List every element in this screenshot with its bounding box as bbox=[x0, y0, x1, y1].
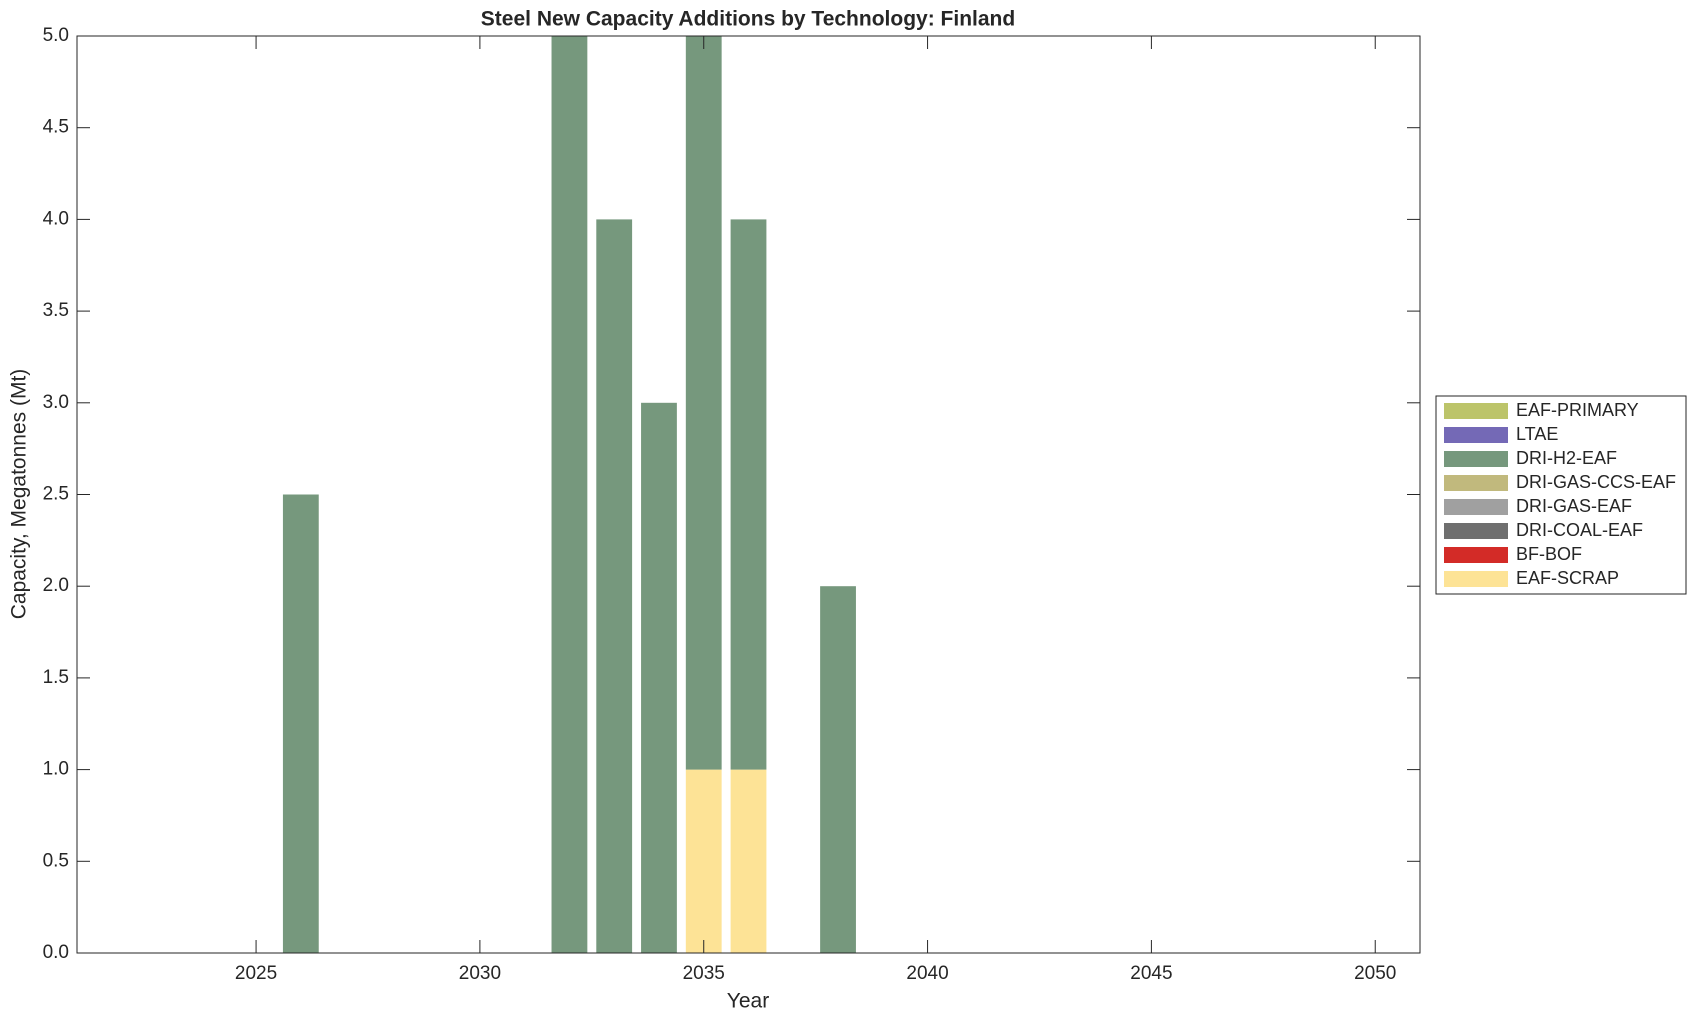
bar-segment bbox=[641, 402, 677, 953]
legend-label: DRI-GAS-EAF bbox=[1516, 496, 1632, 516]
legend-label: DRI-GAS-CCS-EAF bbox=[1516, 472, 1676, 492]
bar-segment bbox=[685, 769, 722, 953]
chart-title: Steel New Capacity Additions by Technolo… bbox=[481, 8, 1015, 31]
legend-label: DRI-COAL-EAF bbox=[1516, 520, 1643, 540]
x-tick-label: 2050 bbox=[1354, 963, 1396, 984]
legend-swatch bbox=[1444, 571, 1508, 587]
y-tick-label: 0.5 bbox=[43, 850, 69, 871]
legend-label: EAF-PRIMARY bbox=[1516, 400, 1639, 420]
bar-segment bbox=[730, 769, 767, 953]
legend-swatch bbox=[1444, 427, 1508, 443]
bar-segment bbox=[685, 36, 722, 770]
x-tick-label: 2040 bbox=[906, 963, 948, 984]
legend-swatch bbox=[1444, 403, 1508, 419]
legend-swatch bbox=[1444, 547, 1508, 563]
legend-swatch bbox=[1444, 475, 1508, 491]
legend-swatch bbox=[1444, 523, 1508, 539]
y-tick-label: 4.5 bbox=[43, 117, 69, 138]
legend-label: LTAE bbox=[1516, 424, 1558, 444]
legend-swatch bbox=[1444, 499, 1508, 515]
x-axis-label: Year bbox=[727, 990, 769, 1013]
y-tick-label: 0.0 bbox=[43, 942, 69, 963]
y-axis-label: Capacity, Megatonnes (Mt) bbox=[8, 369, 31, 620]
y-tick-label: 1.5 bbox=[43, 667, 69, 688]
y-tick-label: 1.0 bbox=[43, 759, 69, 780]
bar-segment bbox=[282, 494, 319, 953]
legend-label: DRI-H2-EAF bbox=[1516, 448, 1617, 468]
y-tick-label: 2.0 bbox=[43, 575, 69, 596]
x-tick-label: 2030 bbox=[459, 963, 501, 984]
x-tick-label: 2035 bbox=[683, 963, 725, 984]
y-tick-label: 5.0 bbox=[43, 25, 69, 46]
legend-label: BF-BOF bbox=[1516, 544, 1582, 564]
x-tick-label: 2045 bbox=[1130, 963, 1172, 984]
bar-segment bbox=[820, 586, 856, 953]
y-tick-label: 3.5 bbox=[43, 300, 69, 321]
bar-segment bbox=[730, 219, 767, 770]
y-tick-label: 2.5 bbox=[43, 484, 69, 505]
legend-label: EAF-SCRAP bbox=[1516, 568, 1619, 588]
legend-swatch bbox=[1444, 451, 1508, 467]
y-tick-label: 4.0 bbox=[43, 208, 69, 229]
x-tick-label: 2025 bbox=[235, 963, 277, 984]
y-tick-label: 3.0 bbox=[43, 392, 69, 413]
bar-segment bbox=[596, 219, 633, 953]
bar-segment bbox=[551, 36, 588, 953]
